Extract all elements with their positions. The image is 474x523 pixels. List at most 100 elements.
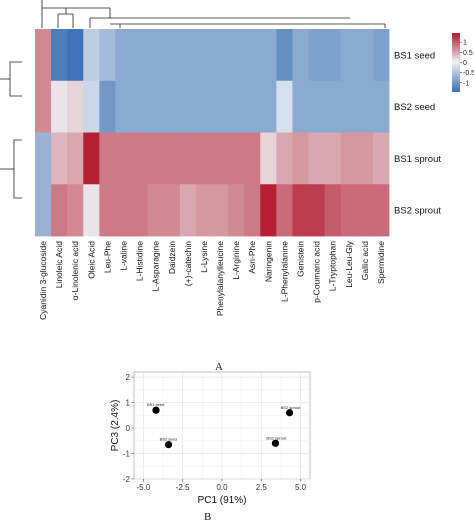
- heatmap-cell: [131, 184, 149, 237]
- x-axis-label: PC1 (91%): [198, 495, 247, 506]
- heatmap-cell: [99, 132, 116, 185]
- heatmap-cell: [356, 29, 374, 82]
- heatmap-cell: [147, 132, 165, 185]
- heatmap-cell: [228, 29, 245, 82]
- heatmap-cell: [308, 29, 326, 82]
- heatmap-cell: [308, 184, 326, 237]
- heatmap-cell: [212, 80, 229, 133]
- scatter-point: [164, 441, 173, 449]
- heatmap-cell: [51, 132, 68, 185]
- heatmap-cell: [292, 132, 309, 185]
- heatmap-cell: [131, 80, 149, 133]
- heatmap-cell: [147, 184, 165, 237]
- panel-label-b: B: [204, 511, 212, 523]
- heatmap-cell: [324, 184, 342, 237]
- heatmap-column-label: Asn-Phe: [247, 241, 257, 274]
- heatmap-cell: [228, 132, 245, 185]
- heatmap-cell: [83, 80, 100, 133]
- heatmap-cell: [212, 184, 229, 237]
- x-tick-label: 0.0: [216, 483, 228, 492]
- heatmap-cell: [324, 132, 342, 185]
- heatmap-column-label: (+)-catechin: [183, 241, 193, 286]
- heatmap-cell: [324, 80, 342, 133]
- heatmap-cell: [276, 184, 293, 237]
- heatmap-column-label: L-Arginine: [231, 241, 241, 280]
- heatmap-column-label: L-Lysine: [199, 241, 209, 273]
- heatmap-cell: [292, 184, 309, 237]
- heatmap-cell: [179, 132, 197, 185]
- scatter-point: [152, 406, 160, 414]
- heatmap-cell: [179, 80, 197, 133]
- heatmap-cell: [276, 29, 293, 82]
- point-label: BS2 seed: [160, 437, 177, 442]
- heatmap-cell: [195, 29, 213, 82]
- heatmap-cell: [147, 80, 165, 133]
- heatmap-cell: [195, 132, 213, 185]
- legend-colorbar: [452, 33, 460, 92]
- heatmap-cell: [195, 80, 213, 133]
- heatmap-cell: [292, 80, 309, 133]
- heatmap-row-label: BS1 seed: [394, 50, 435, 61]
- heatmap-cell: [372, 132, 390, 185]
- y-tick-label: 2: [126, 373, 131, 382]
- heatmap-column-label: L-Asparagine: [151, 241, 161, 292]
- heatmap-column-label: L-valine: [119, 241, 129, 271]
- heatmap-cell: [67, 29, 84, 82]
- heatmap-cell: [260, 29, 277, 82]
- heatmap-column-label: Oleic Acid: [86, 241, 96, 279]
- point-label: BS1 sprout: [266, 435, 287, 440]
- heatmap-column-label: Leu-Phe: [102, 241, 112, 273]
- heatmap-cell: [35, 29, 52, 82]
- heatmap-column-label: Cyanidin 3-glucoside: [38, 241, 48, 320]
- y-axis-label: PC3 (2.4%): [110, 400, 121, 452]
- heatmap-cell: [372, 29, 390, 82]
- heatmap-cell: [244, 132, 261, 185]
- heatmap-column-label: L-Phenylalanine: [279, 241, 289, 302]
- heatmap-cell: [260, 80, 277, 133]
- heatmap-cell: [340, 29, 358, 82]
- heatmap-cell: [115, 184, 132, 237]
- heatmap-cell: [163, 29, 181, 82]
- heatmap-cell: [83, 132, 100, 185]
- heatmap-column-label: Genistein: [296, 241, 306, 277]
- heatmap-column-label: α-Linolenic acid: [70, 241, 80, 301]
- heatmap-cell: [276, 132, 293, 185]
- heatmap-column-label: Leu-Leu-Gly: [344, 240, 354, 288]
- heatmap-cell: [51, 184, 68, 237]
- heatmap-cell: [35, 80, 52, 133]
- heatmap-cell: [244, 80, 261, 133]
- color-legend: 1 0.5 0 -0.5 -1: [452, 33, 474, 92]
- heatmap-cell: [260, 184, 277, 237]
- x-tick-label: -2.5: [176, 483, 190, 492]
- heatmap-cell: [35, 132, 52, 185]
- panel-label-a: A: [215, 361, 223, 373]
- heatmap-cell: [83, 184, 100, 237]
- point-label: BS1 seed: [147, 402, 164, 407]
- heatmap-row-label: BS2 sprout: [394, 206, 441, 217]
- heatmap-cell: [340, 132, 358, 185]
- heatmap-cell: [308, 80, 326, 133]
- heatmap-cell: [99, 29, 116, 82]
- row-dendrogram: [0, 61, 22, 199]
- legend-tick-label: -0.5: [463, 70, 474, 77]
- heatmap-cell: [115, 132, 132, 185]
- heatmap-column-label: Daidzein: [167, 241, 177, 274]
- heatmap-cell: [340, 184, 358, 237]
- legend-tick-label: -1: [463, 80, 469, 87]
- heatmap-column-label: L-Tryptophan: [328, 241, 338, 292]
- heatmap-cell: [356, 80, 374, 133]
- heatmap-row-label: BS1 sprout: [394, 154, 441, 165]
- heatmap-cell: [163, 132, 181, 185]
- heatmap-cell: [356, 132, 374, 185]
- heatmap-cell: [99, 184, 116, 237]
- y-tick-label: -2: [123, 475, 131, 484]
- heatmap-cell: [131, 132, 149, 185]
- heatmap-cell: [260, 132, 277, 185]
- x-tick-label: 2.5: [256, 483, 268, 492]
- heatmap-cell: [99, 80, 116, 133]
- heatmap-column-label: Gallic acid: [360, 241, 370, 280]
- heatmap-column-label: Spermidine: [376, 241, 386, 284]
- heatmap-cell: [115, 29, 132, 82]
- heatmap-column-label: p-Coumaric acid: [312, 241, 322, 303]
